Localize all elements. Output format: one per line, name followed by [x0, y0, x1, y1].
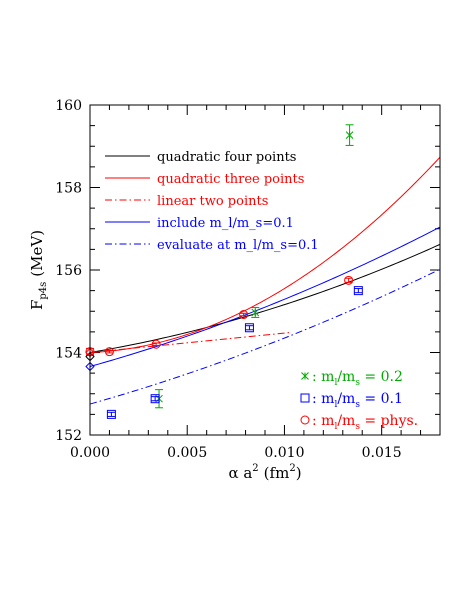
legend-label: linear two points	[157, 194, 268, 209]
marker-legend-part: l	[334, 378, 337, 388]
y-axis-label-sub: p4s	[38, 282, 49, 300]
x-tick-label: 0.010	[264, 445, 304, 461]
fit-curves	[89, 156, 441, 405]
y-axis-label-main: F	[28, 300, 46, 310]
marker-circle	[344, 275, 354, 285]
marker-circle	[151, 339, 161, 349]
y-axis-label-unit: (MeV)	[28, 230, 46, 277]
y-tick-label: 158	[55, 181, 82, 197]
marker-legend-part: s	[355, 400, 360, 410]
marker-legend-part: /m	[337, 391, 355, 407]
marker-square	[353, 286, 363, 296]
data-points	[85, 124, 363, 419]
marker-legend-label: : ml/ms = 0.2	[312, 369, 403, 388]
marker-star	[301, 372, 309, 380]
marker-legend-part: l	[334, 422, 337, 432]
marker-circle	[300, 415, 310, 425]
x-axis-label-unit-pre: (fm	[264, 464, 290, 482]
marker-legend-part: : m	[312, 391, 334, 407]
marker-legend-part: s	[355, 422, 360, 432]
y-tick-label: 152	[55, 428, 82, 444]
fit-curve	[89, 226, 441, 368]
fit-curve	[89, 268, 441, 405]
marker-legend-part: /m	[337, 369, 355, 385]
x-tick-label: 0.015	[362, 445, 402, 461]
tick-labels: 0.000 0.005 0.010 0.015 152 154 156 158 160	[55, 98, 401, 461]
y-tick-label: 154	[55, 346, 82, 362]
plot-frame	[89, 104, 441, 436]
marker-legend-label: : ml/ms = phys.	[312, 413, 418, 432]
marker-legend-label: : ml/ms = 0.1	[312, 391, 403, 410]
legend-label: quadratic three points	[157, 172, 304, 187]
marker-circle	[239, 310, 249, 320]
y-tick-label: 160	[55, 98, 82, 114]
tick-layer	[89, 104, 440, 436]
marker-circle	[104, 347, 114, 357]
legend-label: include m_l/m_s=0.1	[157, 216, 294, 231]
marker-square	[106, 409, 116, 419]
x-tick-label: 0.005	[167, 445, 207, 461]
y-tick-label: 156	[55, 263, 82, 279]
marker-legend-part: l	[334, 400, 337, 410]
marker-legend-part: = phys.	[360, 413, 418, 429]
marker-square	[244, 323, 254, 333]
x-axis-label-unit-post: )	[296, 464, 302, 482]
marker-legend-part: s	[355, 378, 360, 388]
marker-star	[345, 131, 354, 139]
y-axis-label: Fp4s (MeV)	[28, 230, 49, 310]
x-axis-label-main: α a	[228, 464, 252, 482]
x-axis-label: α a2 (fm2)	[228, 463, 301, 482]
x-tick-label: 0.000	[70, 445, 110, 461]
marker-legend: : ml/ms = 0.2: ml/ms = 0.1: ml/ms = phys…	[300, 369, 418, 432]
marker-legend-part: : m	[312, 413, 334, 429]
marker-star	[251, 308, 260, 317]
marker-legend-part: : m	[312, 369, 334, 385]
fit-curve	[89, 243, 441, 353]
fit-curve	[89, 332, 291, 353]
x-axis-label-sup: 2	[252, 463, 258, 474]
x-axis-label-unit-sup: 2	[289, 463, 295, 474]
fit-curve	[89, 156, 441, 353]
marker-legend-part: /m	[337, 413, 355, 429]
marker-square	[300, 393, 310, 403]
marker-square	[150, 394, 160, 404]
legend-label: evaluate at m_l/m_s=0.1	[157, 238, 319, 253]
legend-label: quadratic four points	[157, 150, 296, 165]
marker-legend-part: = 0.2	[360, 369, 403, 385]
marker-legend-part: = 0.1	[360, 391, 403, 407]
fit-legend: quadratic four points quadratic three poi…	[105, 150, 319, 253]
